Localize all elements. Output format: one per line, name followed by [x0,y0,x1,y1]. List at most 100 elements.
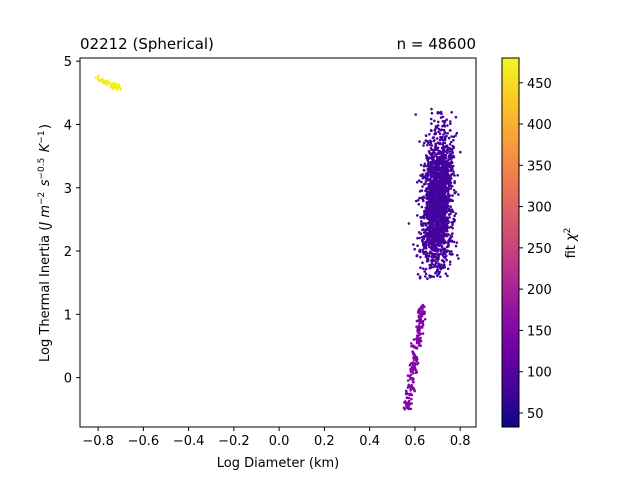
data-point [445,187,449,190]
data-point [432,236,436,240]
data-point [410,402,413,405]
data-point [409,389,412,392]
data-point [456,174,460,177]
data-point [416,311,420,314]
data-point [416,236,419,240]
data-point [412,378,415,381]
data-point [438,266,442,270]
data-point [417,308,421,312]
data-point [429,193,433,196]
data-point [423,222,427,225]
data-point [426,194,430,198]
data-point [412,380,415,384]
data-point [419,216,422,219]
data-point [442,181,445,185]
data-point [436,253,440,257]
data-point [443,141,447,145]
data-point [415,254,419,257]
data-point [425,200,429,204]
data-point [437,241,440,244]
data-point [441,184,444,188]
data-point [420,220,423,223]
data-point [405,396,409,400]
data-point [422,196,426,200]
data-point [433,203,436,207]
data-point [427,213,430,217]
data-point [434,217,437,221]
data-point [450,184,454,188]
data-point [435,155,439,159]
data-point [439,228,442,232]
data-point [446,274,449,278]
data-point [426,141,430,145]
data-point [416,199,420,202]
data-point [439,252,443,256]
data-point [443,266,447,269]
data-point [454,244,458,248]
data-point [415,346,418,349]
data-point [416,244,419,247]
data-point [404,400,407,404]
data-point [417,328,420,332]
data-point [429,223,433,227]
data-point [115,83,118,86]
data-point [429,117,433,121]
data-point [430,195,433,198]
data-point [406,379,410,382]
data-point [429,206,432,209]
data-point [432,193,436,197]
colorbar-tick-label: 400 [527,118,552,133]
x-tick-label: 0.8 [450,434,471,449]
data-point [417,203,421,206]
data-point [416,273,420,276]
data-point [421,173,424,176]
data-point [439,116,443,119]
data-point [450,209,454,212]
data-point [414,368,418,372]
colorbar-tick-label: 200 [527,283,552,298]
data-point [452,240,456,244]
data-point [434,205,438,209]
data-point [430,163,433,166]
data-point [434,198,437,201]
data-point [448,143,452,146]
data-point [435,230,438,233]
data-point [452,170,455,173]
data-point [453,180,457,183]
data-point [112,83,115,87]
data-point [446,193,450,196]
data-point [441,175,445,179]
data-point [432,265,435,269]
data-point [440,236,444,240]
data-point [429,220,432,224]
data-point [437,233,440,237]
data-point [445,173,448,177]
data-point [433,233,437,236]
data-point [440,163,443,166]
data-point [433,128,437,132]
y-tick-label: 5 [64,55,72,70]
data-point [421,224,425,227]
data-point [411,372,415,375]
data-point [444,207,448,210]
data-point [421,215,424,219]
data-point [432,254,436,258]
y-axis: 0 1 2 3 4 5 [64,55,80,387]
data-point [423,162,427,166]
data-point [413,354,417,358]
data-point [101,77,104,81]
data-point [424,139,428,142]
x-tick-label: −0.2 [218,434,250,449]
data-point [433,263,436,267]
data-point [434,195,438,198]
data-point [438,152,442,155]
data-point [412,338,416,341]
data-point [457,193,460,196]
data-point [418,140,421,143]
data-point [449,174,452,178]
data-point [444,167,448,170]
data-point [436,210,439,214]
data-point [447,154,451,158]
data-point [436,273,440,277]
data-point [436,235,440,239]
